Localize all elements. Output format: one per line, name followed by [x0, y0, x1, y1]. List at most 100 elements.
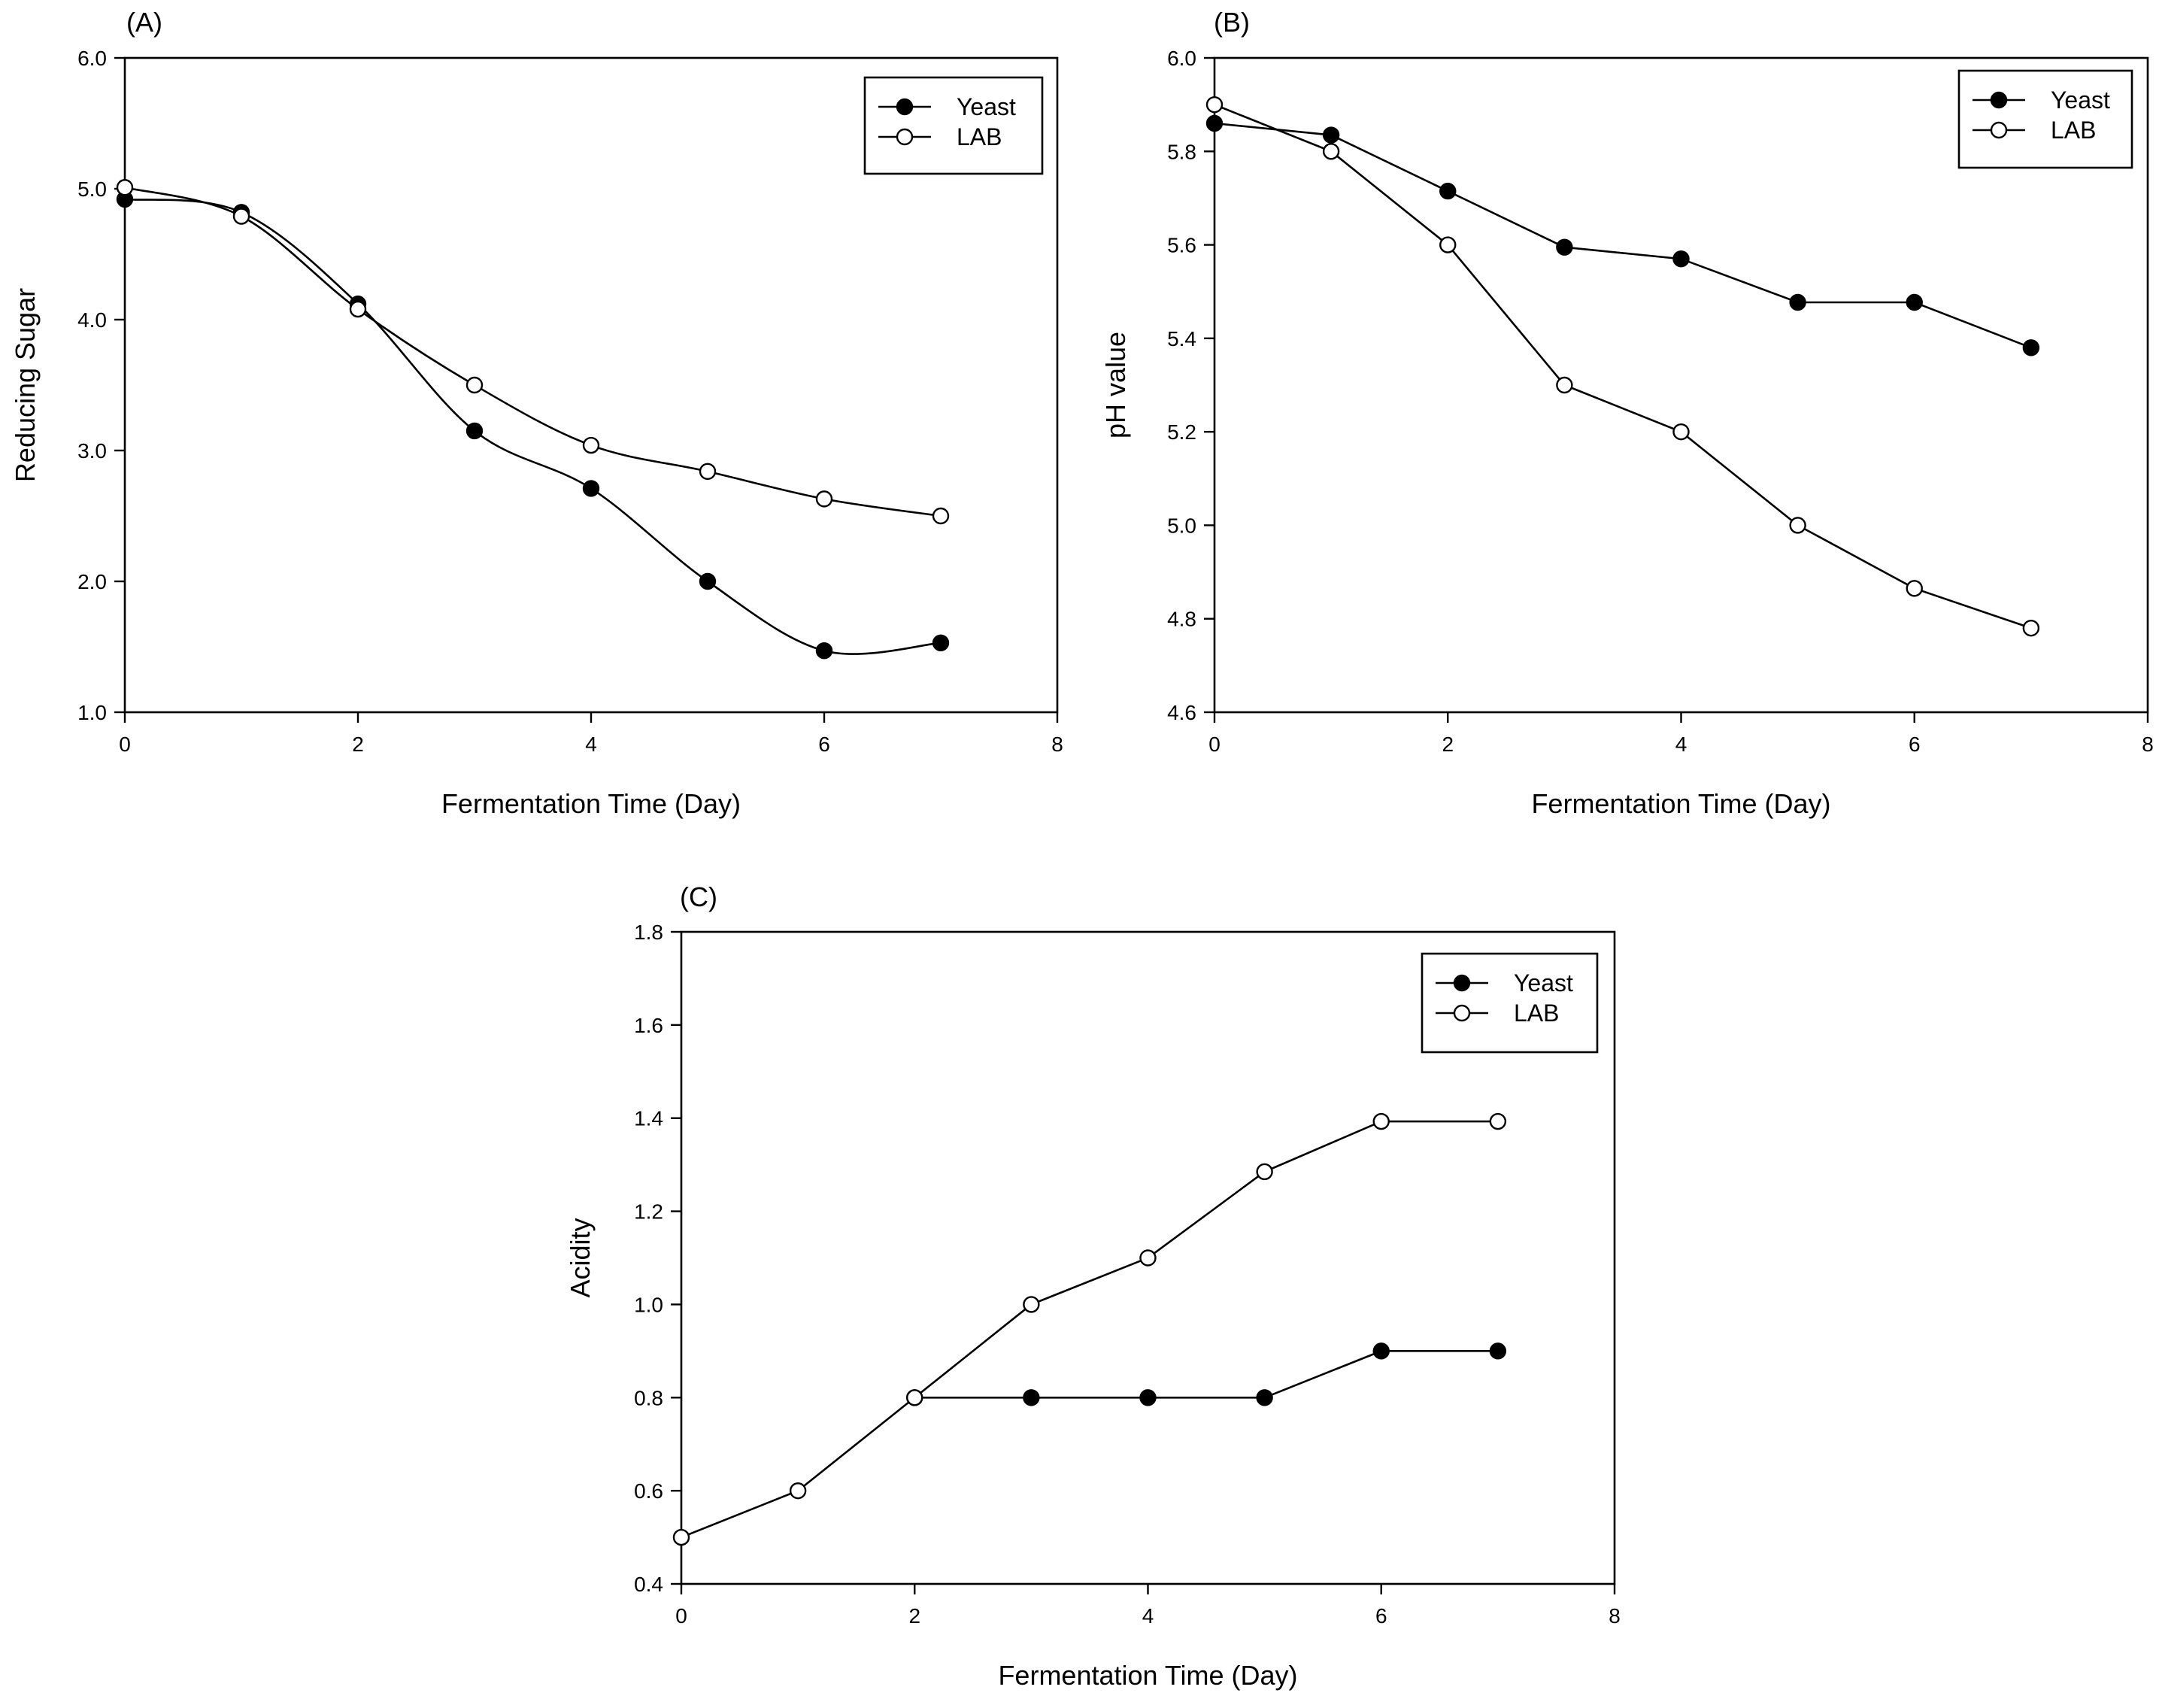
- chart-b-yeast-line: [1214, 122, 2032, 349]
- chart-b-lab-point: [2022, 619, 2040, 637]
- chart-a: 0 2 4 6 8 1.0 2.0 3.0 4.0 5.0 6.0 Fermentation Time…: [10, 7, 1063, 819]
- chart-c-yeast-point: [1372, 1342, 1390, 1360]
- chart-b-y-tick-label: 6.0: [1167, 47, 1196, 70]
- chart-a-lab-line: [124, 186, 942, 517]
- chart-a-x-tick-label: 8: [1051, 733, 1063, 756]
- chart-a-yeast-point: [932, 634, 950, 651]
- chart-a-y-tick-label: 2.0: [77, 570, 107, 593]
- chart-a-legend-box: [863, 76, 1044, 175]
- chart-b-lab-point: [1789, 517, 1806, 534]
- chart-b-yeast-point: [1205, 114, 1224, 132]
- chart-a-y-tick-label: 1.0: [77, 701, 107, 724]
- chart-b-yeast-point: [1906, 293, 1923, 311]
- chart-c-x-tick-label: 4: [1142, 1604, 1154, 1628]
- chart-c-y-tick-label: 1.4: [634, 1107, 663, 1130]
- chart-b-y-axis-label: pH value: [1100, 332, 1131, 438]
- chart-a-y-tick-label: 5.0: [77, 177, 107, 201]
- chart-c-y-tick-label: 0.4: [634, 1573, 663, 1596]
- chart-b-legend-yeast-label: Yeast: [2051, 86, 2110, 114]
- chart-b-lab-line: [1214, 103, 2032, 630]
- chart-c-y-tick-label: 1.0: [634, 1293, 663, 1316]
- chart-a-yeast-point: [465, 422, 484, 440]
- chart-a-yeast-point: [582, 480, 600, 497]
- chart-a-legend-yeast-label: Yeast: [957, 93, 1016, 120]
- chart-c-lab-point: [1256, 1163, 1273, 1181]
- chart-c-legend-yeast-marker: [1453, 974, 1471, 992]
- chart-b-yeast-point: [1322, 126, 1340, 144]
- chart-b-yeast-point: [1789, 293, 1806, 311]
- chart-c-x-tick-label: 6: [1375, 1604, 1387, 1628]
- chart-c-yeast-point: [1489, 1342, 1507, 1360]
- chart-b-lab-point: [1672, 423, 1690, 441]
- chart-c-yeast-point: [1023, 1389, 1040, 1406]
- chart-a-yeast-line: [124, 198, 942, 655]
- chart-c: 0 2 4 6 8 0.4 0.6 0.8 1.0 1.2 1.4 1.6 1.8 Fermentatio…: [565, 881, 1621, 1691]
- chart-c-y-tick-label: 0.8: [634, 1386, 663, 1409]
- chart-c-panel-label: (C): [680, 881, 717, 912]
- chart-a-legend-lab-label: LAB: [957, 123, 1002, 150]
- chart-a-x-tick-label: 2: [352, 733, 364, 756]
- chart-a-lab-point: [116, 179, 134, 196]
- chart-a-lab-point: [232, 208, 250, 225]
- chart-a-legend-lab-marker: [896, 128, 914, 146]
- chart-c-lab-point: [1023, 1296, 1040, 1313]
- chart-b-y-tick-label: 5.2: [1167, 420, 1196, 444]
- chart-b-y-tick-label: 5.8: [1167, 140, 1196, 163]
- chart-a-legend: Yeast LAB: [863, 76, 1044, 175]
- chart-c-x-axis-label: Fermentation Time (Day): [998, 1660, 1297, 1691]
- chart-b-x-tick-label: 0: [1208, 733, 1221, 756]
- chart-b-x-tick-label: 8: [2142, 733, 2154, 756]
- chart-a-lab-point: [699, 463, 717, 481]
- chart-b-y-tick-label: 4.8: [1167, 608, 1196, 631]
- chart-b-y-tick-label: 4.6: [1167, 701, 1196, 724]
- chart-a-x-tick-label: 4: [585, 733, 597, 756]
- chart-c-lab-point: [672, 1528, 690, 1546]
- chart-b-lab-point: [1906, 580, 1923, 597]
- chart-b-y-tick-label: 5.4: [1167, 327, 1196, 350]
- chart-b-y-tick-label: 5.6: [1167, 234, 1196, 257]
- chart-b-yeast-point: [1556, 238, 1573, 256]
- chart-b-legend-lab-label: LAB: [2051, 117, 2096, 144]
- chart-c-yeast-point: [1139, 1389, 1157, 1406]
- chart-b-legend-box: [1957, 69, 2133, 169]
- chart-c-lab-line: [681, 1120, 1498, 1539]
- chart-c-lab-point: [906, 1389, 923, 1406]
- chart-b-lab-point: [1556, 376, 1573, 394]
- chart-a-y-tick-label: 4.0: [77, 308, 107, 332]
- chart-b-x-tick-label: 6: [1909, 733, 1921, 756]
- chart-a-lab-point: [582, 436, 600, 454]
- chart-c-lab-point: [789, 1482, 807, 1500]
- chart-b-legend-yeast-marker: [1990, 91, 2008, 109]
- chart-b-yeast-point: [1439, 182, 1457, 200]
- chart-b-x-tick-label: 2: [1442, 733, 1454, 756]
- chart-b-x-axis-label: Fermentation Time (Day): [1531, 788, 1830, 819]
- chart-c-y-tick-label: 1.8: [634, 921, 663, 944]
- chart-c-legend: Yeast LAB: [1421, 952, 1599, 1054]
- chart-c-legend-box: [1421, 952, 1599, 1054]
- chart-c-y-axis-label: Acidity: [565, 1218, 596, 1297]
- chart-a-y-axis-label: Reducing Sugar: [10, 288, 41, 482]
- chart-b-yeast-point: [1672, 250, 1690, 268]
- chart-b-yeast-point: [2022, 339, 2040, 356]
- chart-a-legend-yeast-marker: [896, 98, 914, 116]
- chart-b-legend-lab-marker: [1990, 121, 2008, 139]
- chart-a-y-tick-label: 3.0: [77, 439, 107, 463]
- chart-a-lab-point: [465, 376, 484, 394]
- chart-c-legend-lab-label: LAB: [1514, 1000, 1559, 1027]
- chart-c-lab-point: [1489, 1112, 1507, 1130]
- chart-c-x-tick-label: 8: [1609, 1604, 1621, 1628]
- chart-c-y-tick-label: 0.6: [634, 1479, 663, 1503]
- chart-a-x-tick-label: 0: [119, 733, 131, 756]
- chart-a-panel-label: (A): [126, 7, 162, 38]
- chart-a-lab-point: [349, 300, 367, 318]
- chart-a-yeast-point: [815, 642, 833, 660]
- chart-c-legend-lab-marker: [1453, 1004, 1471, 1022]
- chart-b: 0 2 4 6 8 4.6 4.8 5.0 5.2 5.4 5.6 5.8 6.0 Fermentatio…: [1100, 7, 2154, 819]
- chart-c-yeast-point: [1256, 1389, 1273, 1406]
- chart-a-x-tick-label: 6: [818, 733, 830, 756]
- chart-c-yeast-line: [914, 1350, 1498, 1399]
- chart-b-lab-point: [1439, 236, 1457, 253]
- chart-a-y-tick-label: 6.0: [77, 47, 107, 70]
